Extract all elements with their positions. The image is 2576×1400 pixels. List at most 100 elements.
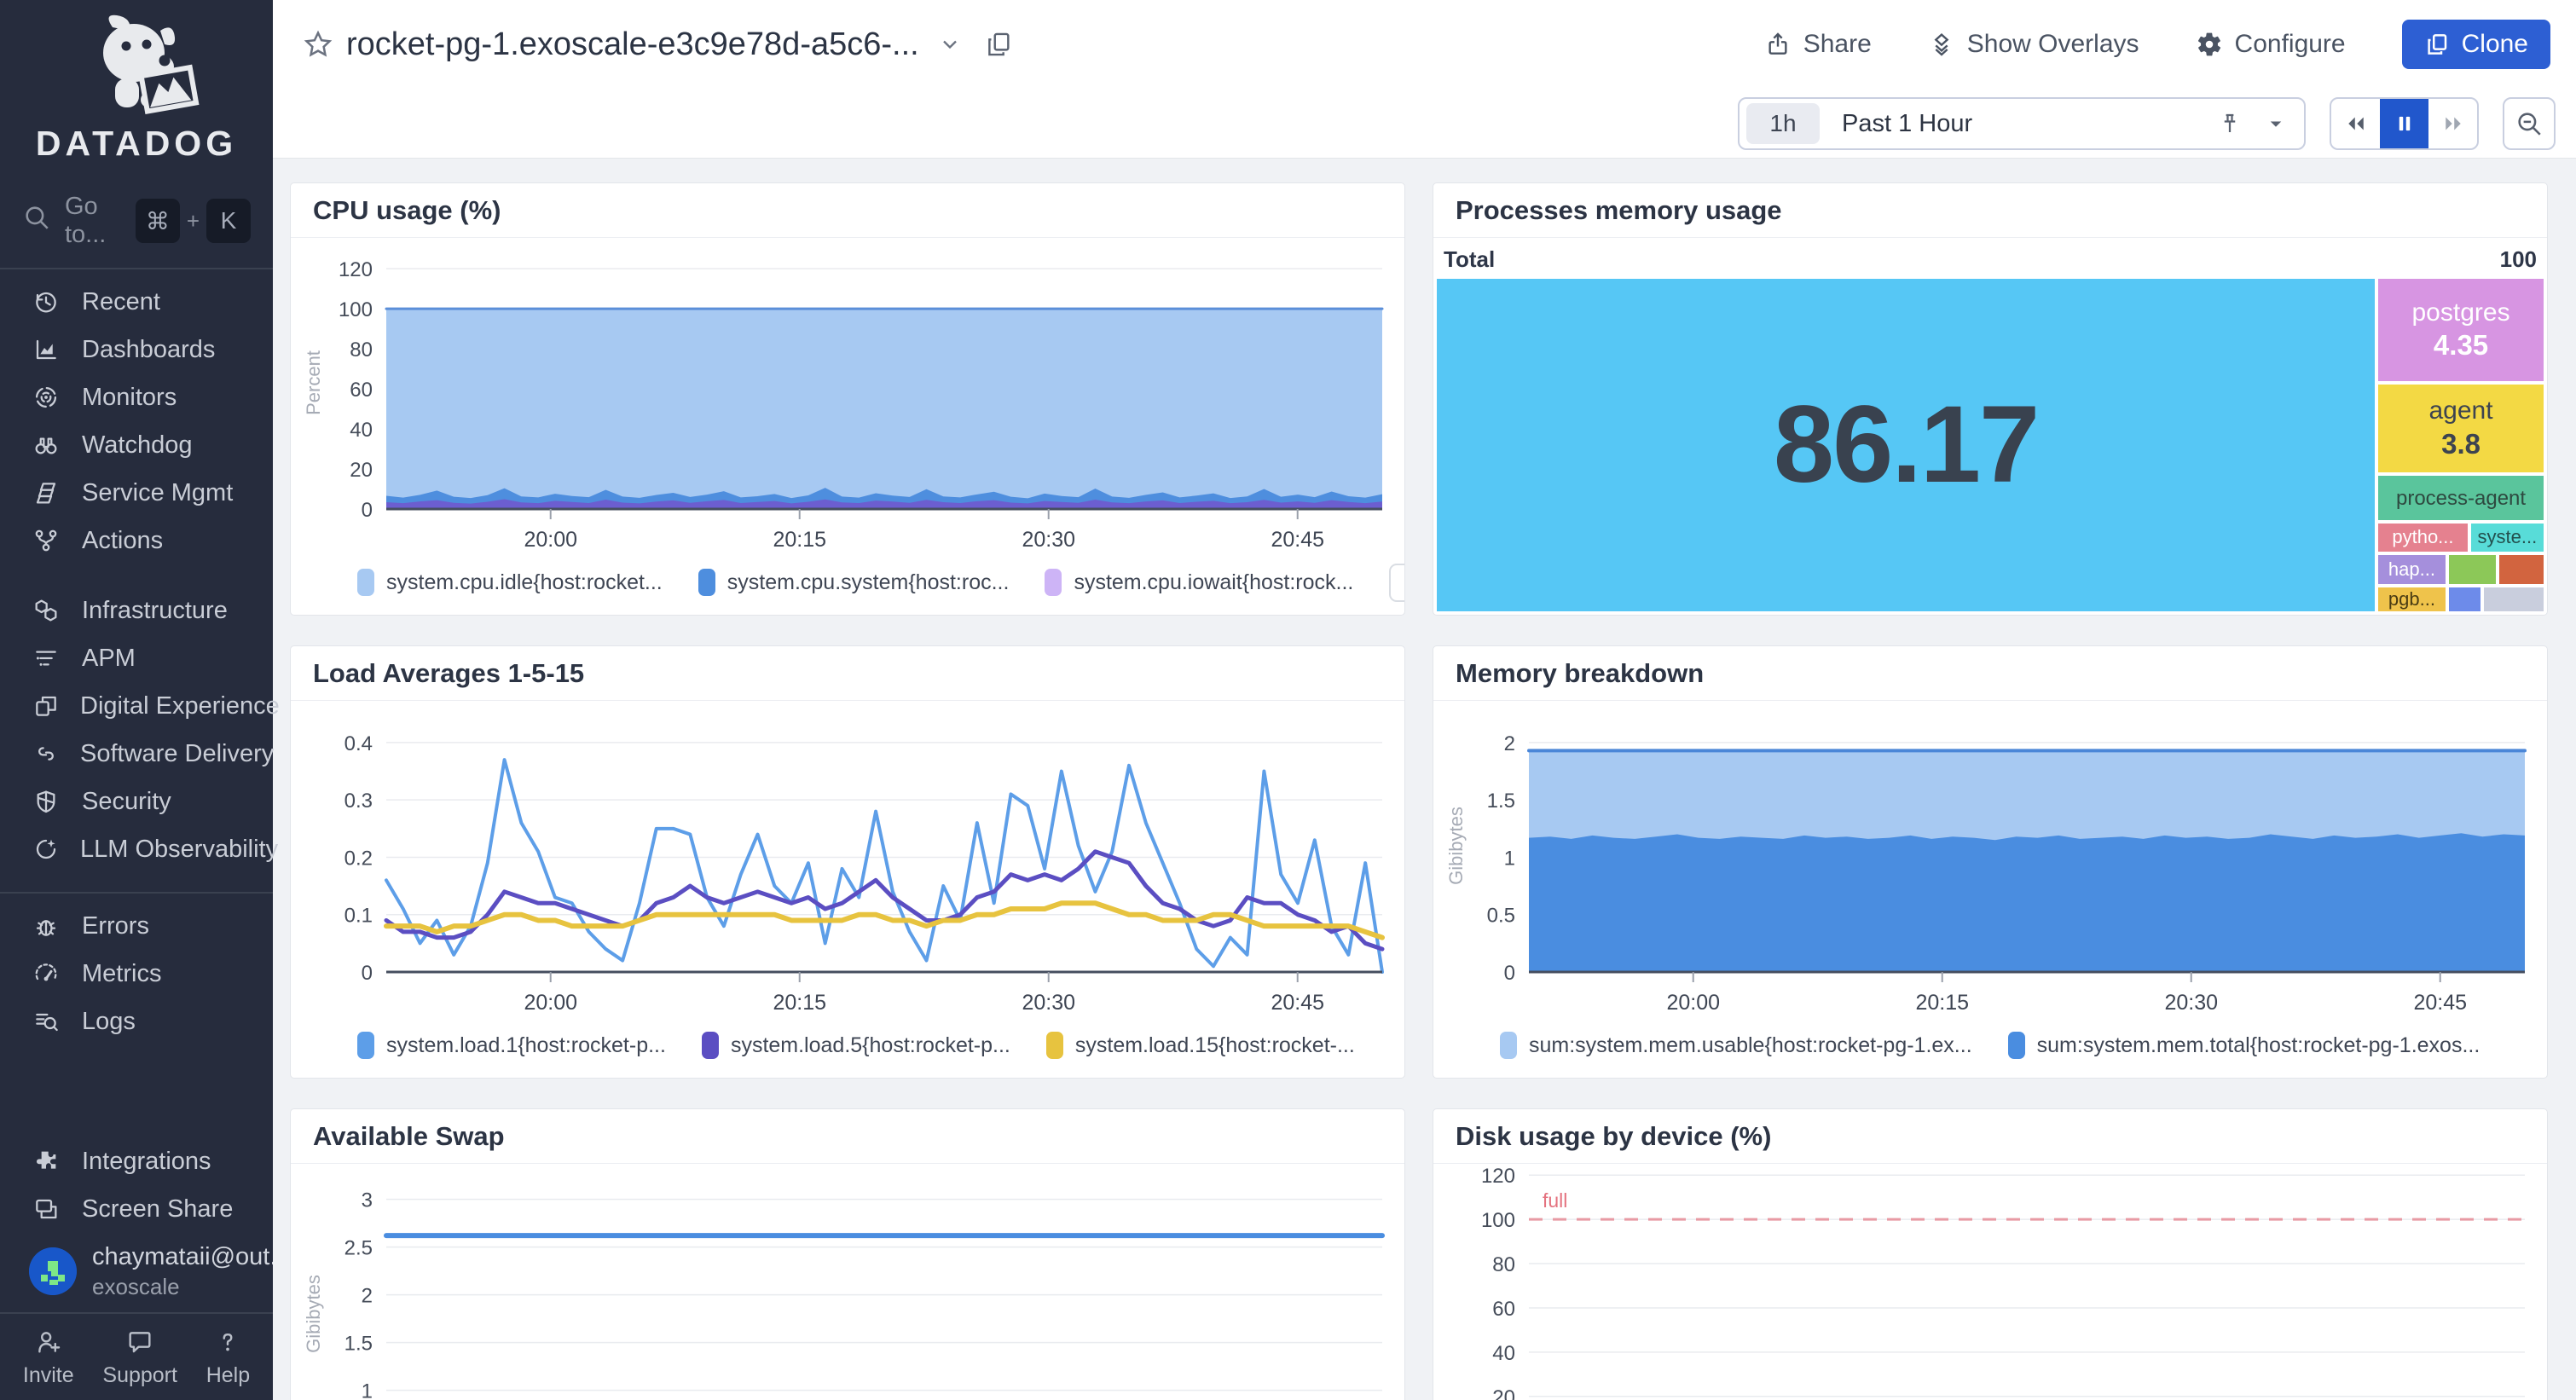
sidebar-item-integrations[interactable]: Integrations: [0, 1137, 273, 1185]
treemap-block-red-proc[interactable]: [2498, 553, 2545, 586]
sidebar-item-security[interactable]: Security: [0, 778, 273, 825]
legend-item[interactable]: system.cpu.system{host:roc...: [698, 569, 1010, 596]
sidebar-footer: Invite Support Help: [0, 1314, 273, 1400]
sidebar-item-llm-observability[interactable]: LLM Observability: [0, 825, 273, 873]
legend-more-badge[interactable]: +2: [1389, 564, 1405, 602]
memory-breakdown-chart[interactable]: 00.511.5220:0020:1520:3020:45Gibibytes: [1433, 701, 2547, 1013]
favorite-star-icon[interactable]: [302, 28, 334, 61]
user-account[interactable]: chaymataii@out... exoscale: [0, 1233, 273, 1312]
apm-icon: [32, 645, 61, 672]
share-button[interactable]: Share: [1764, 30, 1872, 59]
svg-text:100: 100: [1481, 1209, 1515, 1232]
svg-text:20:15: 20:15: [1915, 991, 1969, 1013]
sidebar-item-logs[interactable]: Logs: [0, 998, 273, 1045]
forward-button[interactable]: [2428, 99, 2477, 148]
svg-text:0.4: 0.4: [344, 732, 373, 755]
widget-title[interactable]: Memory breakdown: [1433, 646, 2547, 701]
caret-down-icon[interactable]: [2263, 111, 2289, 136]
treemap-block-systemd[interactable]: syste...: [2469, 522, 2545, 553]
widget-title[interactable]: Load Averages 1-5-15: [291, 646, 1404, 701]
rewind-icon: [2343, 111, 2369, 136]
zoom-out-icon: [2515, 109, 2544, 138]
footer-item-support[interactable]: Support: [102, 1328, 177, 1388]
treemap-block-haproxy[interactable]: hap...: [2376, 553, 2447, 586]
pin-icon[interactable]: [2217, 111, 2243, 136]
sidebar-item-monitors[interactable]: Monitors: [0, 373, 273, 421]
available-swap-chart[interactable]: 0.511.522.53Gibibytes: [291, 1164, 1404, 1400]
load-averages-chart[interactable]: 00.10.20.30.420:0020:1520:3020:45: [291, 701, 1404, 1013]
llm-observability-icon: [32, 836, 60, 863]
user-text: chaymataii@out... exoscale: [92, 1241, 273, 1300]
legend-item[interactable]: system.cpu.iowait{host:rock...: [1045, 569, 1353, 596]
sidebar-item-software-delivery[interactable]: Software Delivery: [0, 730, 273, 778]
integrations-icon: [32, 1148, 60, 1175]
widget-title[interactable]: CPU usage (%): [291, 183, 1404, 238]
pause-icon: [2392, 111, 2417, 136]
clone-button[interactable]: Clone: [2402, 20, 2550, 69]
configure-button[interactable]: Configure: [2196, 30, 2346, 59]
show-overlays-button[interactable]: Show Overlays: [1928, 30, 2139, 59]
svg-text:full: full: [1543, 1189, 1567, 1212]
dashboard-title[interactable]: rocket-pg-1.exoscale-e3c9e78d-a5c6-...: [346, 26, 919, 63]
sidebar-item-infrastructure[interactable]: Infrastructure: [0, 587, 273, 634]
treemap-block-postgres[interactable]: postgres4.35: [2376, 277, 2545, 383]
treemap-block-gray-proc[interactable]: [2482, 586, 2545, 613]
treemap-block-total-block[interactable]: 86.17: [1435, 277, 2376, 613]
treemap-block-python[interactable]: pytho...: [2376, 522, 2469, 553]
copy-title-icon[interactable]: [984, 30, 1013, 59]
widget-processes-memory: Processes memory usage Total 100 86.17po…: [1433, 182, 2548, 616]
svg-text:60: 60: [1492, 1298, 1515, 1321]
svg-text:0: 0: [362, 962, 373, 985]
treemap-block-process-agent[interactable]: process-agent: [2376, 474, 2545, 522]
zoom-out-button[interactable]: [2503, 97, 2556, 150]
widget-title[interactable]: Processes memory usage: [1433, 183, 2547, 238]
k-keycap: K: [206, 199, 251, 243]
legend-swatch: [2008, 1032, 2025, 1059]
sidebar-item-digital-experience[interactable]: Digital Experience: [0, 682, 273, 730]
datadog-logo[interactable]: DATADOG: [0, 0, 273, 164]
sidebar-item-label: Integrations: [82, 1148, 211, 1176]
treemap-block-value: 3.8: [2441, 427, 2480, 461]
legend-item[interactable]: system.load.15{host:rocket-...: [1046, 1032, 1355, 1059]
sidebar-item-recent[interactable]: Recent: [0, 278, 273, 326]
footer-item-invite[interactable]: Invite: [23, 1328, 74, 1388]
svg-text:1.5: 1.5: [1487, 790, 1515, 813]
widget-title[interactable]: Disk usage by device (%): [1433, 1109, 2547, 1164]
legend-label: system.cpu.idle{host:rocket...: [386, 570, 663, 595]
treemap-block-agent[interactable]: agent3.8: [2376, 383, 2545, 474]
sidebar-item-label: Screen Share: [82, 1195, 233, 1224]
sidebar-item-label: Watchdog: [82, 431, 193, 460]
sidebar-item-label: APM: [82, 645, 136, 673]
rewind-button[interactable]: [2331, 99, 2380, 148]
legend-item[interactable]: system.cpu.idle{host:rocket...: [357, 569, 663, 596]
sidebar-item-actions[interactable]: Actions: [0, 517, 273, 564]
sidebar-item-dashboards[interactable]: Dashboards: [0, 326, 273, 373]
treemap-block-green-proc[interactable]: [2447, 553, 2498, 586]
widget-title[interactable]: Available Swap: [291, 1109, 1404, 1164]
sidebar-primary-nav: RecentDashboardsMonitors Watchdog Service …: [0, 278, 273, 564]
legend-label: system.load.5{host:rocket-p...: [731, 1033, 1010, 1058]
goto-placeholder: Go to...: [65, 193, 122, 249]
legend-item[interactable]: sum:system.mem.total{host:rocket-pg-1.ex…: [2008, 1032, 2480, 1059]
disk-usage-chart[interactable]: 20406080100120full: [1433, 1164, 2547, 1400]
treemap-block-pgbouncer[interactable]: pgb...: [2376, 586, 2447, 613]
processes-treemap[interactable]: 86.17postgres4.35agent3.8process-agentpy…: [1435, 277, 2545, 613]
sidebar-item-errors[interactable]: Errors: [0, 902, 273, 950]
legend-item[interactable]: sum:system.mem.usable{host:rocket-pg-1.e…: [1500, 1032, 1972, 1059]
chevron-down-icon[interactable]: [938, 32, 962, 56]
sidebar-item-apm[interactable]: APM: [0, 634, 273, 682]
goto-search[interactable]: Go to... ⌘ + K: [22, 193, 251, 249]
sidebar-item-label: Software Delivery: [80, 740, 274, 768]
treemap-block-blue-proc[interactable]: [2447, 586, 2482, 613]
pause-button[interactable]: [2380, 99, 2428, 148]
time-range-picker[interactable]: 1h Past 1 Hour: [1738, 97, 2306, 150]
legend-item[interactable]: system.load.5{host:rocket-p...: [702, 1032, 1010, 1059]
sidebar-item-metrics[interactable]: Metrics: [0, 950, 273, 998]
sidebar-item-service-mgmt[interactable]: Service Mgmt: [0, 469, 273, 517]
sidebar-item-watchdog[interactable]: Watchdog: [0, 421, 273, 469]
memory-legend: sum:system.mem.usable{host:rocket-pg-1.e…: [1433, 1013, 2547, 1078]
cpu-usage-chart[interactable]: 02040608010012020:0020:1520:3020:45Perce…: [291, 238, 1404, 550]
sidebar-item-screen-share[interactable]: Screen Share: [0, 1185, 273, 1233]
legend-item[interactable]: system.load.1{host:rocket-p...: [357, 1032, 666, 1059]
footer-item-help[interactable]: Help: [206, 1328, 250, 1388]
